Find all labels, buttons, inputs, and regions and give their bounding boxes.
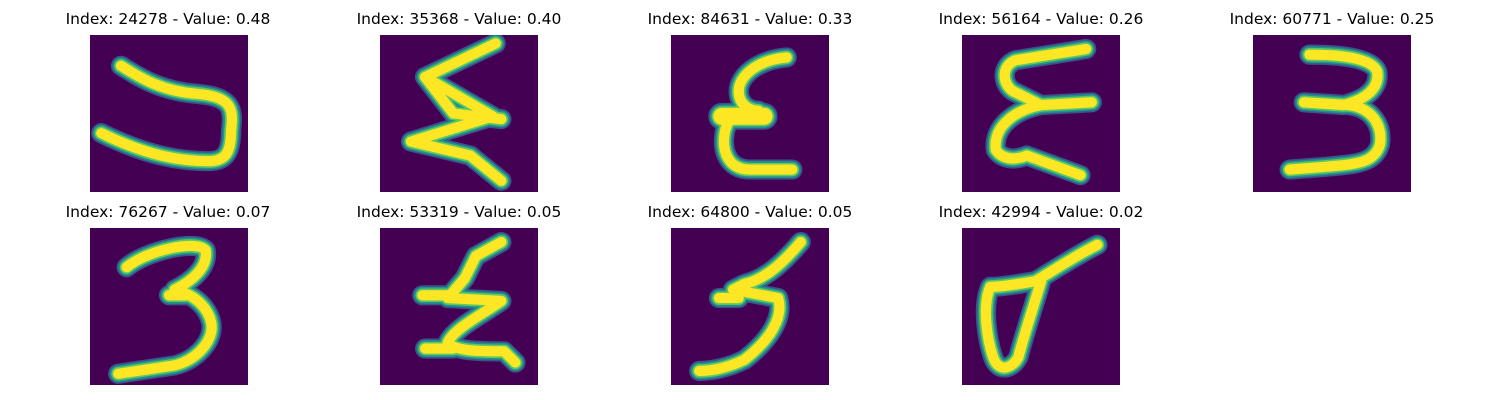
digit-image xyxy=(671,35,829,192)
digit-stroke xyxy=(405,38,507,186)
digit-image xyxy=(1253,35,1411,192)
digit-stroke xyxy=(694,236,806,377)
digit-stroke xyxy=(990,43,1097,181)
digit-stroke xyxy=(96,60,237,167)
digit-stroke xyxy=(980,239,1103,373)
digit-stroke xyxy=(113,240,217,379)
panel-title: Index: 64800 - Value: 0.05 xyxy=(647,203,853,221)
digit-image xyxy=(90,35,248,192)
panel-title: Index: 76267 - Value: 0.07 xyxy=(65,203,271,221)
panel-title: Index: 53319 - Value: 0.05 xyxy=(356,203,562,221)
digit-image xyxy=(671,228,829,385)
digit-image xyxy=(962,35,1120,192)
digit-image xyxy=(380,35,538,192)
digit-image xyxy=(90,228,248,385)
digit-image xyxy=(380,228,538,385)
digit-stroke xyxy=(1284,49,1386,175)
digit-stroke xyxy=(442,236,521,368)
panel-title: Index: 24278 - Value: 0.48 xyxy=(65,10,271,28)
panel-title: Index: 56164 - Value: 0.26 xyxy=(938,10,1144,28)
panel-title: Index: 42994 - Value: 0.02 xyxy=(938,203,1144,221)
digit-stroke xyxy=(420,72,507,125)
digit-image xyxy=(962,228,1120,385)
panel-title: Index: 35368 - Value: 0.40 xyxy=(356,10,562,28)
panel-title: Index: 84631 - Value: 0.33 xyxy=(647,10,853,28)
panel-title: Index: 60771 - Value: 0.25 xyxy=(1229,10,1435,28)
